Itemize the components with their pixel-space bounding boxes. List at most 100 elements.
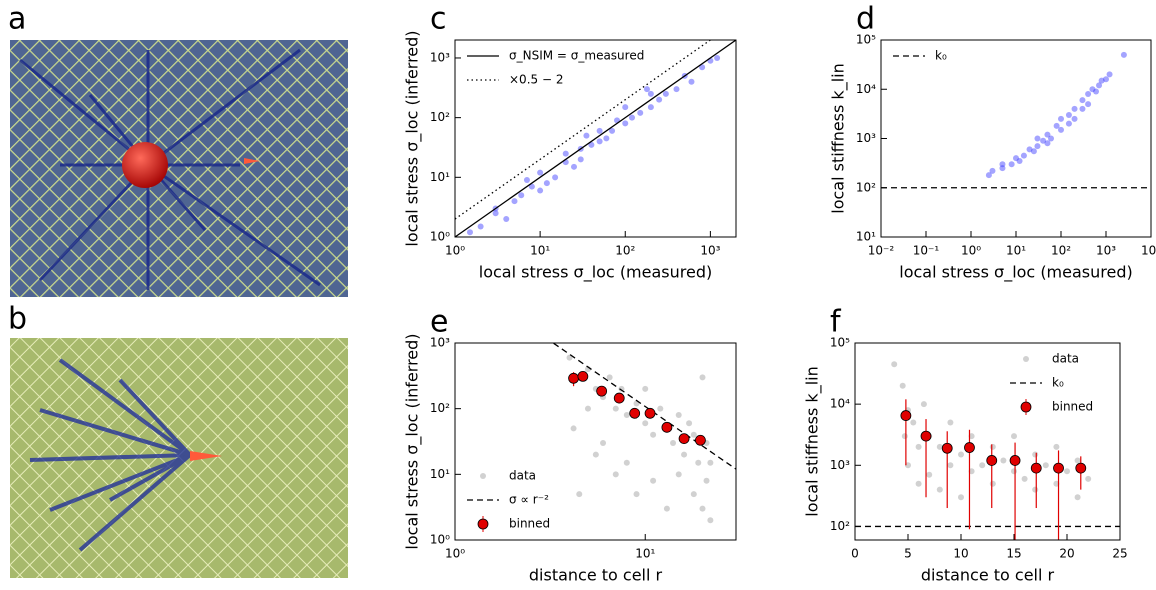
plot-frame — [880, 39, 1152, 238]
data-point — [650, 477, 657, 484]
data-point — [699, 505, 706, 512]
data-point — [968, 468, 975, 475]
data-point — [1013, 155, 1019, 162]
data-point — [552, 174, 559, 181]
plot-area — [855, 361, 1120, 540]
data-point — [699, 64, 706, 71]
y-tick-label: 10⁴ — [830, 397, 850, 411]
y-tick-label: 10⁰ — [430, 230, 450, 244]
y-axis-label: local stress σ_loc (inferred) — [403, 30, 423, 246]
data-point — [1093, 88, 1100, 95]
binned-point — [661, 421, 673, 433]
reference-line — [455, 40, 736, 237]
plot-frame — [454, 342, 737, 541]
data-point — [1085, 91, 1092, 98]
data-point — [673, 86, 680, 93]
binned-point — [920, 430, 932, 442]
data-point — [968, 433, 975, 440]
y-tick-label: 10³ — [830, 458, 850, 472]
data-point — [1071, 115, 1078, 122]
y-tick-label: 10² — [430, 110, 450, 124]
data-point — [612, 471, 619, 478]
data-point — [999, 165, 1006, 172]
data-point — [657, 405, 664, 412]
reference-line — [455, 40, 711, 220]
data-point — [891, 361, 898, 368]
data-point — [1020, 152, 1027, 159]
data-point — [583, 132, 590, 139]
image-a — [10, 40, 348, 297]
data-point — [926, 471, 933, 478]
data-point — [588, 141, 595, 148]
x-tick-label: 10⁴ — [1141, 244, 1156, 258]
data-point — [1032, 486, 1039, 493]
data-point — [1089, 86, 1096, 93]
data-point — [623, 459, 630, 466]
data-point — [1044, 131, 1051, 138]
x-tick-label: 20 — [1059, 547, 1074, 561]
data-point — [570, 425, 577, 432]
data-point — [576, 491, 583, 498]
image-b — [10, 338, 348, 578]
data-point — [584, 405, 591, 412]
y-tick-label: 10¹ — [856, 230, 876, 244]
data-point — [703, 477, 710, 484]
binned-point — [1075, 462, 1087, 474]
x-tick-label: 10³ — [1096, 244, 1116, 258]
data-point — [686, 420, 693, 427]
chart: d 10⁻² 10⁻¹ 10⁰ 10¹ 10² 10³ 10⁴ 10¹ 10² 10³ 10⁴ 10⁵ l… — [829, 2, 1156, 283]
binned-point — [644, 407, 656, 419]
data-point — [1065, 112, 1072, 119]
plot-frame — [454, 39, 737, 238]
data-point — [699, 374, 706, 381]
reference-line — [553, 343, 736, 470]
data-point — [690, 491, 697, 498]
legend-label: σ ∝ r⁻² — [509, 493, 549, 507]
legend-swatch — [1023, 356, 1029, 362]
panel-label: f — [830, 305, 842, 340]
data-point — [958, 451, 964, 458]
legend-swatch — [1020, 401, 1032, 413]
x-axis-label: distance to cell r — [529, 566, 663, 585]
data-point — [600, 440, 607, 447]
plot-area — [553, 343, 736, 524]
data-point — [466, 229, 473, 236]
x-axis-label: distance to cell r — [921, 566, 1055, 585]
binned-point — [596, 385, 608, 397]
data-point — [1120, 51, 1127, 58]
data-point — [477, 223, 484, 230]
y-tick-label: 10³ — [430, 50, 450, 64]
data-point — [1096, 82, 1103, 89]
x-tick-label: 10³ — [700, 244, 720, 258]
data-point — [979, 462, 986, 469]
data-point — [511, 198, 518, 205]
data-point — [675, 471, 682, 478]
binned-point — [900, 410, 912, 421]
y-tick-label: 10⁴ — [856, 82, 876, 96]
binned-point — [613, 392, 625, 404]
data-point — [1079, 105, 1086, 112]
data-point — [690, 431, 697, 438]
data-point — [1040, 137, 1047, 144]
x-tick-label: 10⁰ — [445, 244, 465, 258]
x-tick-label: 5 — [904, 547, 912, 561]
data-point — [958, 494, 964, 501]
data-point — [985, 172, 992, 179]
data-point — [1053, 480, 1060, 487]
data-point — [1106, 71, 1113, 78]
data-point — [1008, 161, 1015, 168]
binned-point — [941, 442, 953, 454]
legend-swatch — [480, 473, 486, 479]
data-point — [1044, 140, 1051, 147]
data-point — [1064, 468, 1070, 475]
binned-point — [1009, 455, 1021, 466]
legend-label: k₀ — [935, 49, 947, 63]
data-point — [577, 156, 584, 163]
x-tick-label: 10² — [1051, 244, 1071, 258]
data-point — [1048, 135, 1055, 142]
x-tick-label: 10⁰ — [961, 244, 981, 258]
binned-point — [695, 434, 706, 446]
data-point — [528, 183, 535, 190]
data-point — [609, 127, 616, 134]
